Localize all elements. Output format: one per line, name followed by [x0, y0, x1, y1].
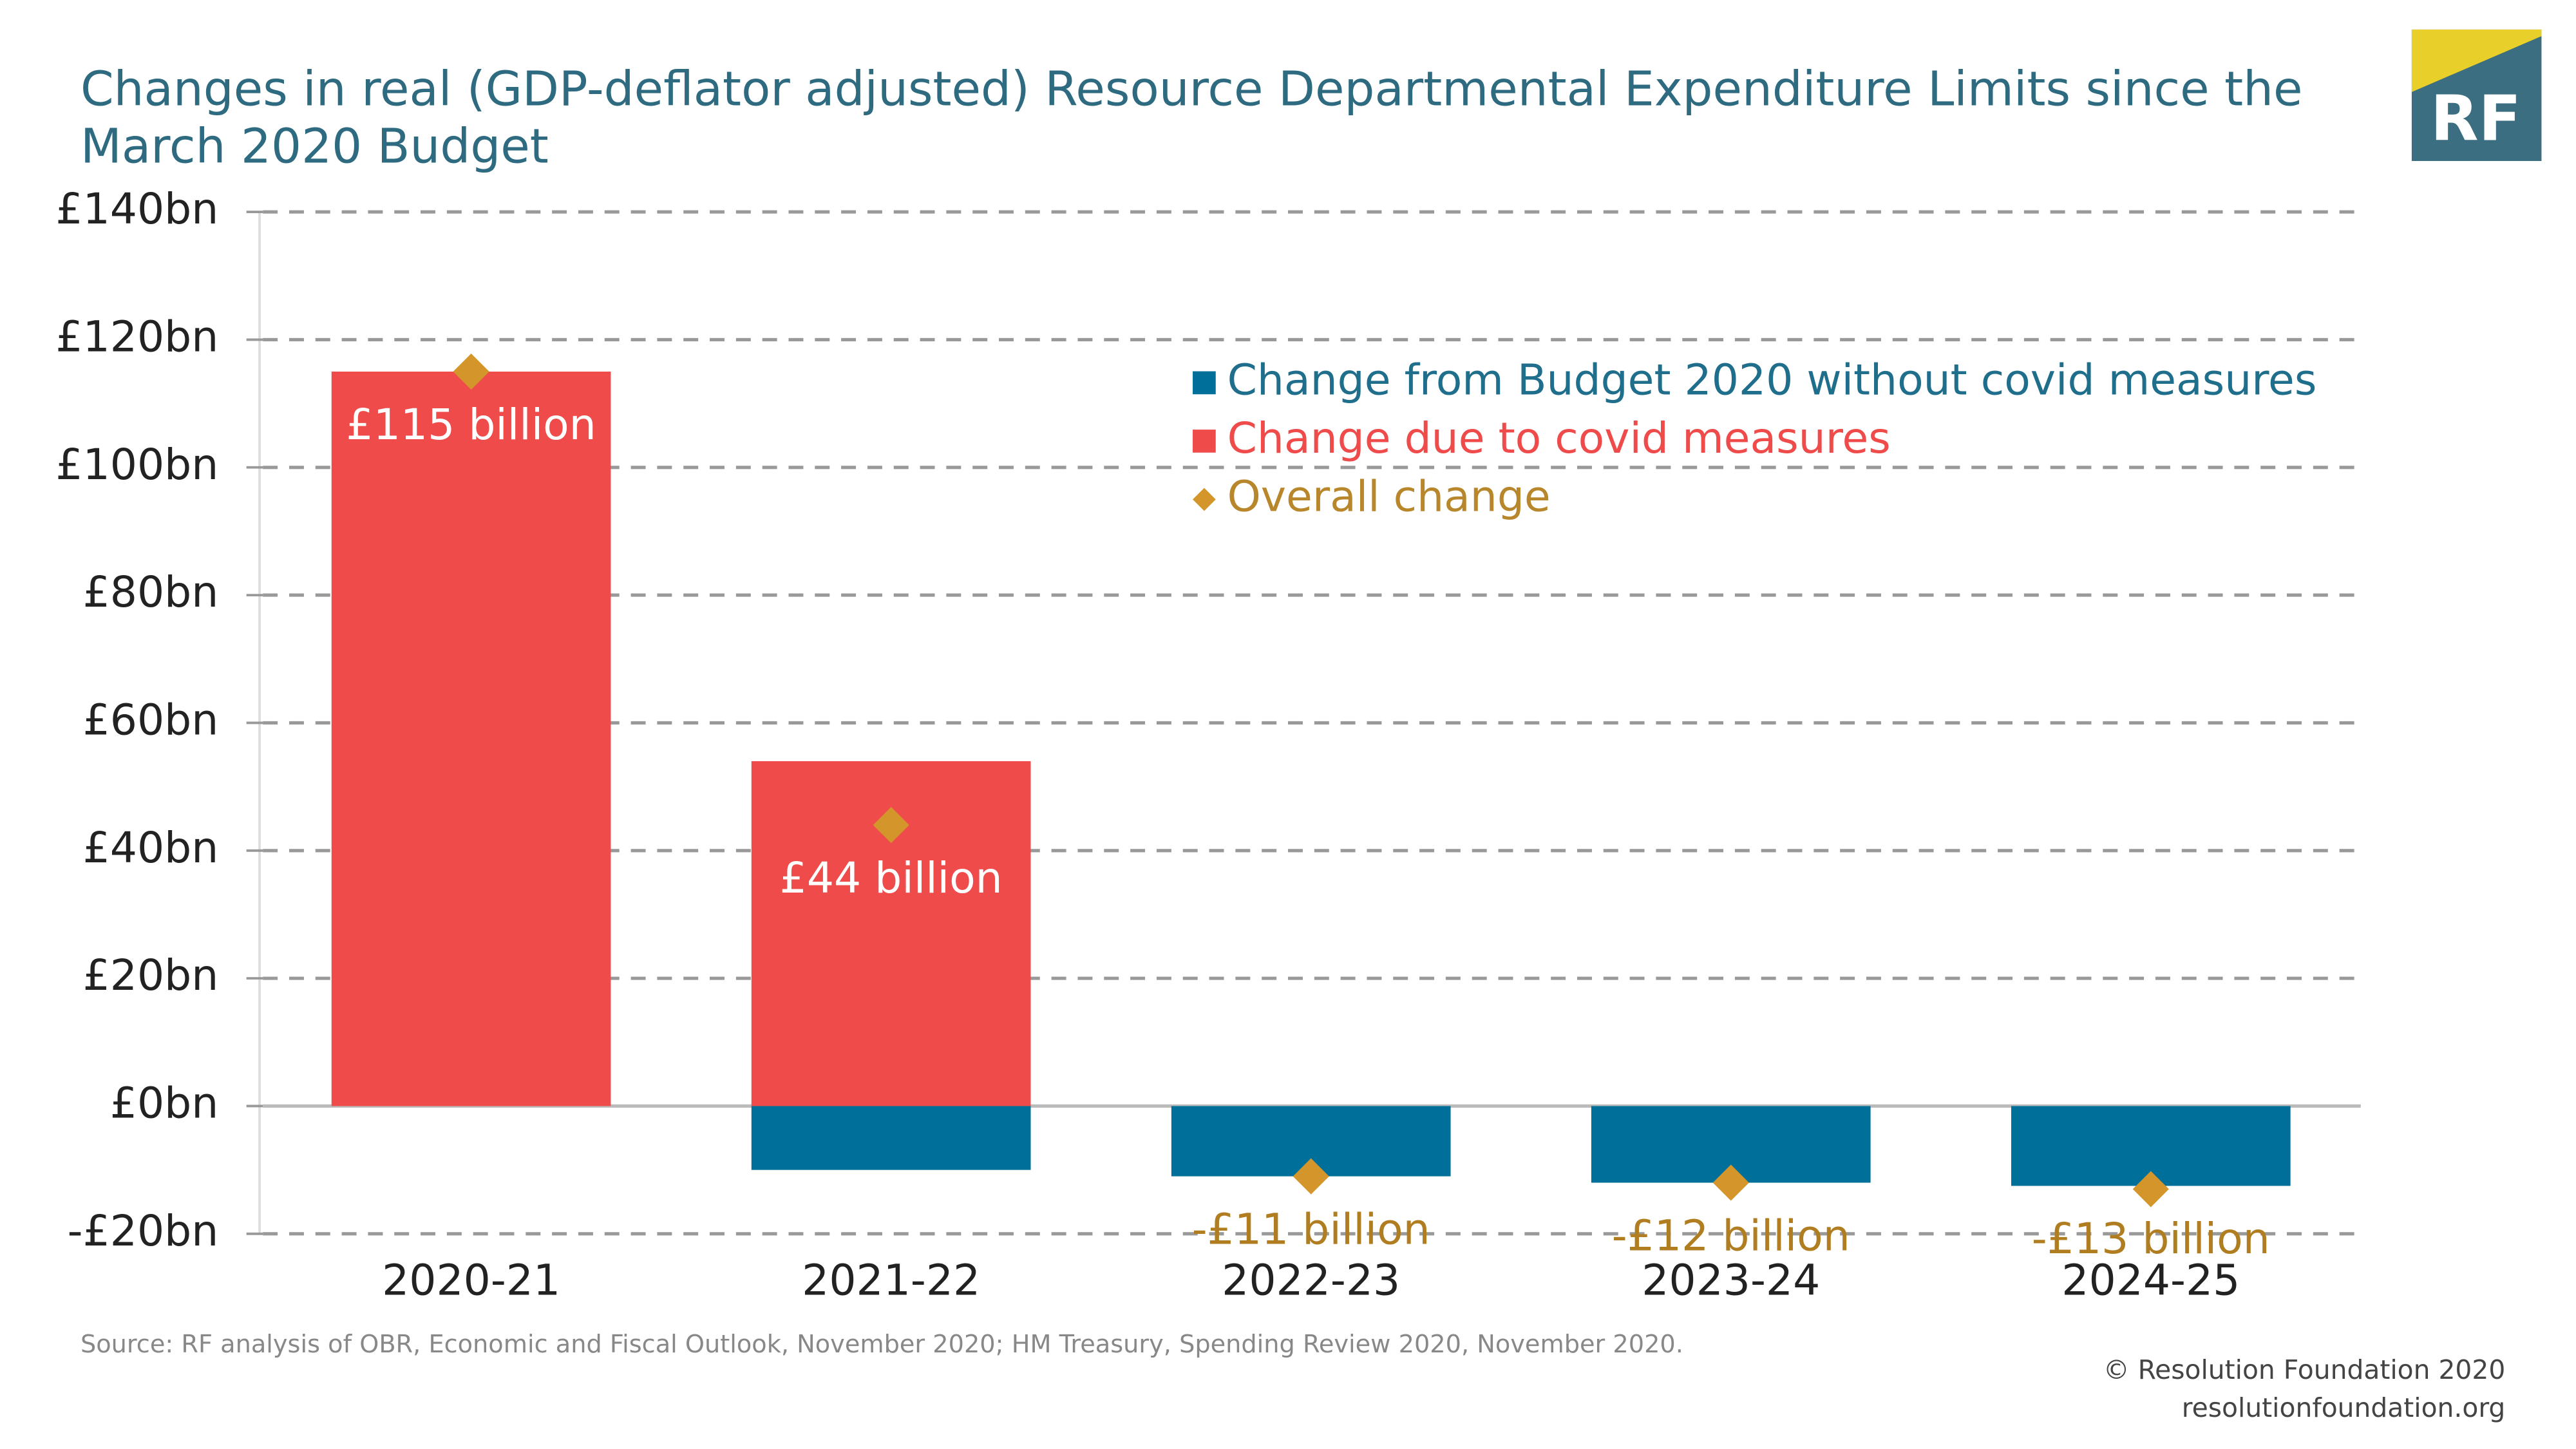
y-tick-label: £40bn	[83, 822, 219, 873]
x-tick-label: 2020-21	[382, 1255, 560, 1305]
x-tick-label: 2021-22	[802, 1255, 980, 1305]
chart-title: March 2020 Budget	[80, 119, 549, 175]
data-label: -£13 billion	[2032, 1213, 2270, 1264]
legend-marker	[1193, 488, 1216, 511]
chart-title: Changes in real (GDP-deflator adjusted) …	[80, 61, 2303, 117]
x-tick-label: 2022-23	[1222, 1255, 1400, 1305]
x-tick-label: 2023-24	[1642, 1255, 1820, 1305]
data-label: £115 billion	[346, 399, 596, 450]
data-label: -£11 billion	[1192, 1204, 1430, 1254]
y-tick-label: £100bn	[55, 439, 218, 489]
legend-marker	[1193, 371, 1216, 395]
y-tick-label: £120bn	[55, 311, 218, 361]
overall-marker	[1712, 1164, 1749, 1201]
data-label: -£12 billion	[1612, 1210, 1850, 1260]
y-tick-label: £60bn	[83, 695, 219, 745]
copyright-url: resolutionfoundation.org	[2182, 1392, 2506, 1423]
legend-label: Overall change	[1227, 471, 1551, 522]
bar	[331, 372, 611, 1106]
data-label: £44 billion	[780, 853, 1003, 903]
copyright: © Resolution Foundation 2020	[2103, 1354, 2505, 1385]
overall-marker	[2132, 1171, 2169, 1208]
y-tick-label: £80bn	[83, 567, 219, 617]
y-tick-label: £140bn	[55, 184, 218, 234]
y-tick-label: -£20bn	[68, 1206, 219, 1256]
logo-accent	[2411, 29, 2542, 92]
logo-text: RF	[2430, 82, 2521, 155]
legend-label: Change from Budget 2020 without covid me…	[1227, 354, 2317, 404]
bar	[751, 1106, 1031, 1170]
overall-marker	[873, 807, 909, 844]
y-tick-label: £20bn	[83, 950, 219, 1000]
legend-marker	[1193, 430, 1216, 453]
y-tick-label: £0bn	[110, 1078, 219, 1128]
legend-label: Change due to covid measures	[1227, 413, 1891, 463]
x-tick-label: 2024-25	[2061, 1255, 2240, 1305]
source: Source: RF analysis of OBR, Economic and…	[80, 1330, 1683, 1359]
